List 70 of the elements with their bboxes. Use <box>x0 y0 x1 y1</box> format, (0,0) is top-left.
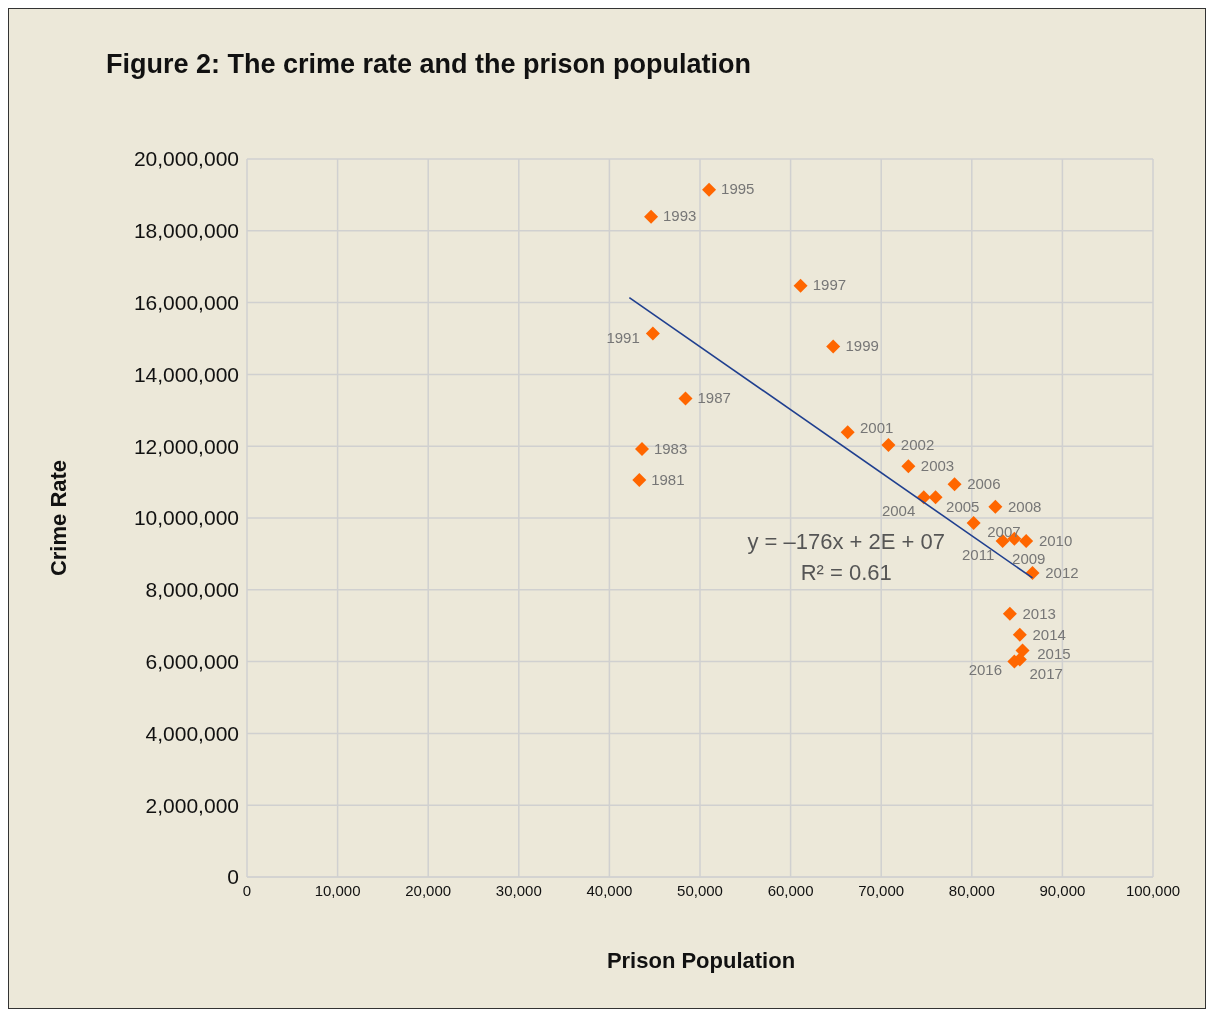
annotation: 1987 <box>697 389 731 407</box>
point <box>826 339 841 354</box>
y-tick-label: 10,000,000 <box>133 506 239 530</box>
point <box>1019 533 1034 548</box>
annotation: R² = 0.61 <box>799 560 893 586</box>
point <box>966 516 981 531</box>
point <box>881 438 896 453</box>
x-tick-label: 50,000 <box>677 881 723 899</box>
annotation: 1995 <box>721 179 755 197</box>
point <box>1015 643 1030 658</box>
point <box>901 459 916 474</box>
y-tick-label: 8,000,000 <box>145 578 239 602</box>
x-tick-label: 70,000 <box>858 881 905 899</box>
annotation: y = –176x + 2E + 07 <box>746 529 947 555</box>
annotation: 2009 <box>1012 549 1046 567</box>
x-tick-label: 20,000 <box>405 881 452 899</box>
annotation: 2011 <box>962 546 995 564</box>
point <box>928 490 943 505</box>
y-tick-label: 16,000,000 <box>133 291 239 315</box>
point <box>947 477 962 492</box>
point <box>1002 606 1017 621</box>
annotation: 2013 <box>1022 605 1056 623</box>
annotation: 2010 <box>1038 532 1073 550</box>
annotation: 2017 <box>1029 664 1063 682</box>
annotation: 2001 <box>860 418 894 436</box>
x-axis-title: Prison Population <box>605 948 797 974</box>
annotation: 1991 <box>606 328 640 346</box>
y-tick-label: 4,000,000 <box>145 721 239 745</box>
annotation: 2008 <box>1008 497 1042 515</box>
y-tick-label: 14,000,000 <box>133 362 239 386</box>
annotation: 2003 <box>920 457 955 475</box>
x-tick-label: 60,000 <box>767 881 814 899</box>
chart-title: Figure 2: The crime rate and the prison population <box>106 49 752 80</box>
annotation: 2006 <box>967 475 1001 493</box>
annotation: 2004 <box>881 502 916 520</box>
annotation: 1997 <box>812 276 847 294</box>
y-tick-label: 20,000,000 <box>133 147 239 171</box>
y-tick-label: 12,000,000 <box>133 434 239 458</box>
point <box>1012 627 1027 642</box>
point <box>632 472 647 487</box>
annotation: 2002 <box>900 435 935 453</box>
point <box>793 278 808 293</box>
y-tick-label: 2,000,000 <box>145 793 239 817</box>
annotation: 2007 <box>987 523 1021 541</box>
point <box>678 391 693 406</box>
point <box>645 326 660 341</box>
x-tick-label: 40,000 <box>586 881 633 899</box>
x-tick-label: 100,000 <box>1125 881 1181 899</box>
y-tick-label: 6,000,000 <box>145 650 239 674</box>
annotation: 2014 <box>1032 625 1066 643</box>
annotation: 2015 <box>1037 644 1071 662</box>
point <box>840 425 855 440</box>
annotation: 2005 <box>946 498 980 516</box>
x-tick-label: 0 <box>242 881 252 899</box>
annotation: 1983 <box>653 439 688 457</box>
point <box>635 442 650 457</box>
point <box>644 209 659 224</box>
point <box>988 499 1003 514</box>
x-tick-label: 80,000 <box>948 881 995 899</box>
annotation: 1981 <box>651 470 685 488</box>
x-tick-label: 90,000 <box>1039 881 1086 899</box>
x-tick-label: 30,000 <box>495 881 542 899</box>
annotation: 2012 <box>1045 564 1079 582</box>
point <box>702 182 717 197</box>
annotation: 1993 <box>662 206 697 224</box>
annotation: 2016 <box>968 660 1003 678</box>
y-tick-label: 18,000,000 <box>133 219 239 243</box>
y-axis-title: Crime Rate <box>46 458 72 579</box>
x-tick-label: 10,000 <box>314 881 361 899</box>
annotation: 1999 <box>845 336 879 354</box>
